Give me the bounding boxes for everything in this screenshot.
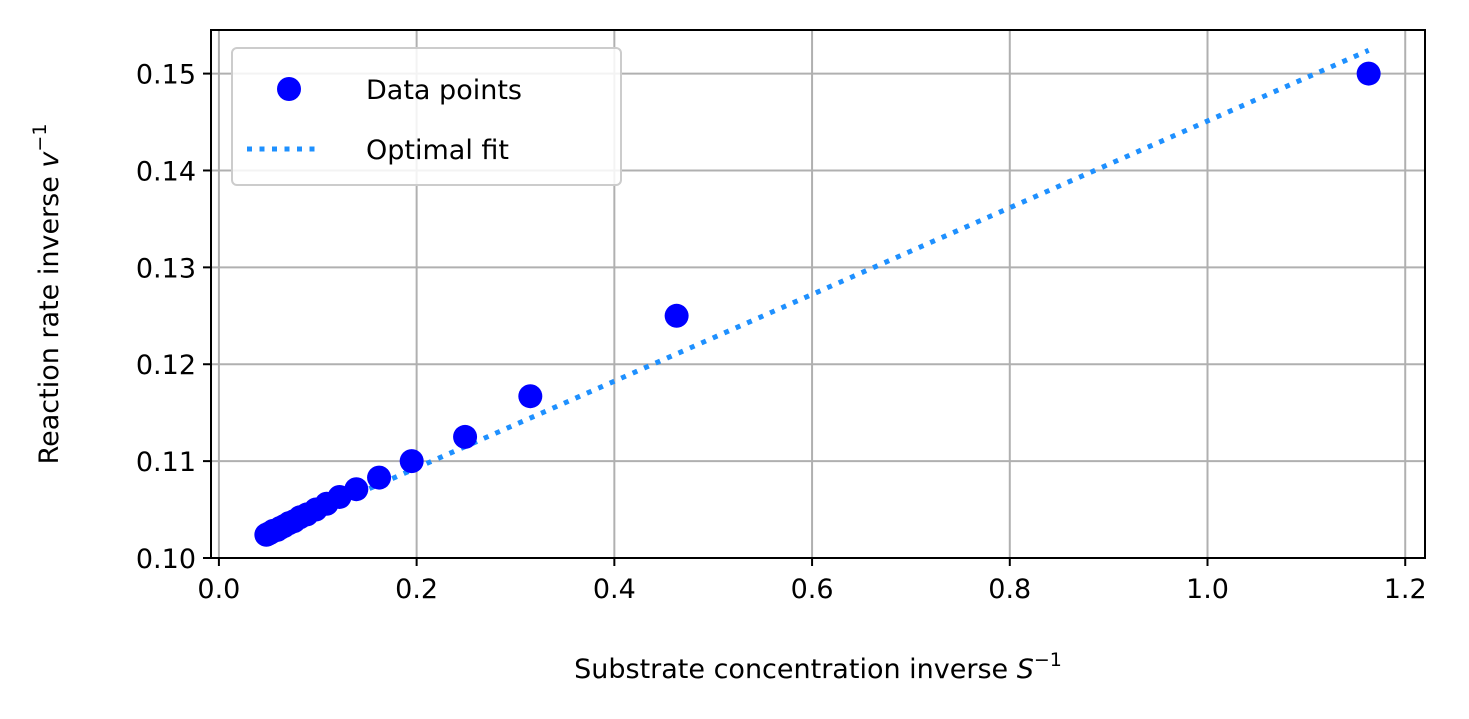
data-point xyxy=(518,384,543,409)
legend-marker-data-points xyxy=(277,77,301,101)
y-axis-label-text: Reaction rate inverse xyxy=(34,168,65,465)
plot-frame xyxy=(210,29,1426,559)
y-axis-ticks: 0.10 0.11 0.12 0.13 0.14 0.15 xyxy=(136,60,211,575)
data-point xyxy=(399,449,424,474)
data-point xyxy=(1356,61,1381,86)
y-axis-label-superscript: −1 xyxy=(29,124,51,152)
legend-box xyxy=(231,47,622,186)
y-tick-label: 0.12 xyxy=(136,350,196,381)
data-point xyxy=(453,424,478,449)
x-tick-label: 0.2 xyxy=(395,574,438,605)
x-axis-label-superscript: −1 xyxy=(1034,649,1062,671)
x-tick-label: 1.0 xyxy=(1186,574,1229,605)
legend-label-data-points: Data points xyxy=(366,75,522,106)
legend: Data points Optimal fit xyxy=(231,47,622,186)
x-tick-label: 0.8 xyxy=(988,574,1031,605)
legend-label-optimal-fit: Optimal fit xyxy=(366,135,509,166)
y-axis-label: Reaction rate inverse v−1 xyxy=(29,124,65,465)
data-point xyxy=(254,522,279,547)
fit-line xyxy=(265,48,1370,537)
x-axis-label: Substrate concentration inverse S−1 xyxy=(574,649,1062,685)
y-tick-label: 0.10 xyxy=(136,544,196,575)
fit-line-layer xyxy=(265,48,1370,537)
data-point xyxy=(664,303,689,328)
y-axis-label-symbol: v xyxy=(34,151,65,168)
y-tick-label: 0.15 xyxy=(136,60,196,91)
x-tick-label: 0.4 xyxy=(593,574,636,605)
y-tick-label: 0.11 xyxy=(136,447,196,478)
data-points-layer xyxy=(254,61,1381,547)
x-axis-label-text: Substrate concentration inverse xyxy=(574,654,1017,685)
y-tick-label: 0.14 xyxy=(136,156,196,187)
x-tick-label: 1.2 xyxy=(1384,574,1427,605)
x-tick-label: 0.6 xyxy=(791,574,834,605)
data-point xyxy=(367,465,392,490)
x-axis-ticks: 0.0 0.2 0.4 0.6 0.8 1.0 1.2 xyxy=(197,558,1427,605)
y-tick-label: 0.13 xyxy=(136,253,196,284)
x-axis-label-symbol: S xyxy=(1017,654,1034,685)
x-tick-label: 0.0 xyxy=(197,574,240,605)
